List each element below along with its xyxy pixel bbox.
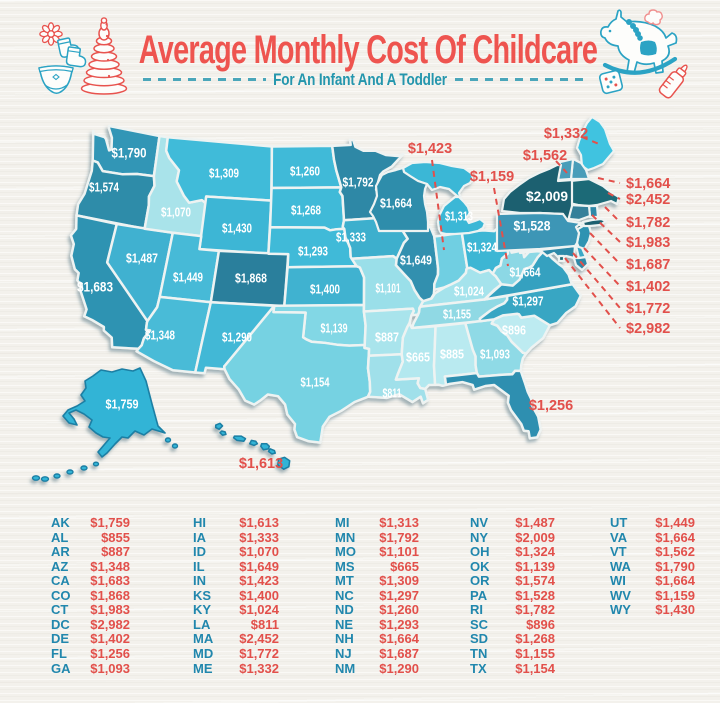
svg-text:$1,070: $1,070 [161, 205, 191, 220]
svg-text:$1,139: $1,139 [321, 321, 348, 336]
svg-text:$665: $665 [406, 350, 430, 365]
svg-text:$1,687: $1,687 [626, 257, 670, 273]
svg-text:$1,024: $1,024 [454, 284, 485, 299]
svg-text:$1,256: $1,256 [529, 398, 573, 414]
svg-text:$1,348: $1,348 [145, 328, 175, 343]
svg-text:$1,983: $1,983 [626, 235, 670, 251]
svg-text:$1,293: $1,293 [298, 244, 328, 259]
svg-text:$1,159: $1,159 [470, 169, 514, 185]
svg-text:$1,260: $1,260 [290, 164, 320, 179]
svg-text:$1,792: $1,792 [343, 175, 374, 190]
svg-text:$1,155: $1,155 [443, 307, 471, 322]
svg-text:$896: $896 [502, 323, 526, 338]
svg-text:$1,649: $1,649 [400, 253, 432, 268]
svg-text:$1,613: $1,613 [239, 456, 283, 472]
svg-text:$1,290: $1,290 [222, 330, 252, 345]
svg-text:$885: $885 [440, 347, 464, 362]
svg-text:$1,772: $1,772 [626, 301, 670, 317]
svg-text:$1,782: $1,782 [626, 215, 670, 231]
svg-text:$1,154: $1,154 [301, 375, 331, 390]
svg-text:$1,400: $1,400 [310, 282, 340, 297]
svg-text:$1,790: $1,790 [112, 146, 147, 161]
svg-text:$2,982: $2,982 [626, 321, 670, 337]
svg-text:$2,452: $2,452 [626, 192, 670, 208]
svg-text:$1,430: $1,430 [222, 221, 252, 236]
svg-text:$1,309: $1,309 [209, 166, 239, 181]
svg-text:$1,683: $1,683 [77, 280, 113, 295]
svg-text:$1,093: $1,093 [480, 347, 510, 362]
svg-text:$2,009: $2,009 [526, 188, 568, 204]
svg-text:$1,868: $1,868 [235, 271, 267, 286]
svg-text:$1,297: $1,297 [513, 294, 544, 309]
svg-text:$1,333: $1,333 [336, 230, 366, 245]
svg-text:$1,449: $1,449 [173, 270, 203, 285]
svg-text:$1,101: $1,101 [376, 281, 401, 296]
svg-text:$1,324: $1,324 [467, 240, 498, 255]
svg-text:$1,664: $1,664 [626, 176, 670, 192]
svg-text:$1,574: $1,574 [89, 180, 120, 195]
svg-text:$811: $811 [383, 386, 402, 401]
svg-text:$1,268: $1,268 [291, 203, 321, 218]
svg-text:$1,664: $1,664 [510, 265, 542, 280]
svg-text:$1,759: $1,759 [106, 397, 139, 412]
svg-text:$1,528: $1,528 [514, 219, 551, 234]
svg-text:$1,402: $1,402 [626, 279, 670, 295]
svg-text:$1,423: $1,423 [408, 141, 452, 157]
svg-text:$1,332: $1,332 [544, 126, 588, 142]
svg-text:$887: $887 [375, 330, 399, 345]
svg-text:$1,487: $1,487 [126, 251, 158, 266]
svg-text:$1,313: $1,313 [445, 209, 473, 224]
svg-text:$1,664: $1,664 [380, 196, 413, 211]
svg-text:$1,562: $1,562 [523, 148, 567, 164]
